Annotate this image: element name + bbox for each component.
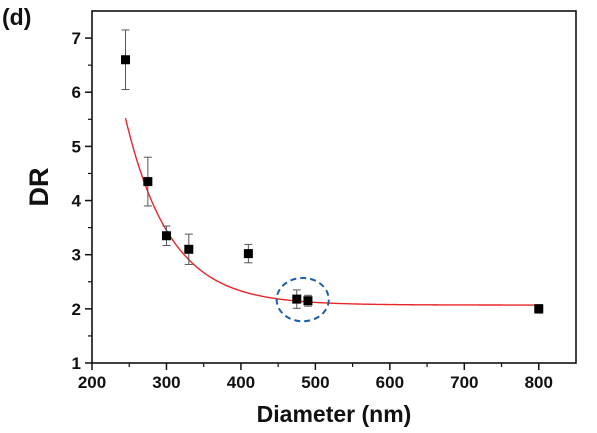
data-point-1: [143, 177, 153, 187]
panel-label: (d): [2, 4, 31, 30]
data-point-6: [303, 296, 313, 306]
plot-area: 200 300 400 500 600 700 800 1 2 3 4 5 6 7: [72, 10, 577, 392]
y-tick-label-2: 2: [72, 300, 81, 319]
y-tick-label-5: 5: [72, 137, 81, 156]
x-axis-title: Diameter (nm): [257, 401, 412, 427]
y-tick-label-6: 6: [72, 83, 81, 102]
x-tick-label-600: 600: [376, 373, 404, 392]
y-axis-title: DR: [24, 168, 54, 207]
y-tick-label-3: 3: [72, 246, 81, 265]
x-tick-label-500: 500: [301, 373, 329, 392]
data-point-4: [243, 249, 253, 259]
y-tick-label-4: 4: [72, 192, 82, 211]
x-tick-label-300: 300: [152, 373, 180, 392]
data-point-5: [292, 294, 302, 304]
data-point-2: [161, 231, 171, 241]
y-tick-label-1: 1: [72, 354, 81, 373]
data-point-0: [121, 55, 131, 65]
plot-frame: [91, 10, 577, 364]
data-point-3: [184, 244, 194, 254]
y-tick-label-7: 7: [72, 29, 81, 48]
x-tick-label-200: 200: [78, 373, 106, 392]
fit-curve: [124, 118, 539, 306]
x-tick-label-800: 800: [525, 373, 553, 392]
highlight-circle: [275, 276, 330, 323]
x-tick-label-700: 700: [450, 373, 478, 392]
data-point-7: [534, 304, 544, 314]
x-tick-label-400: 400: [227, 373, 255, 392]
